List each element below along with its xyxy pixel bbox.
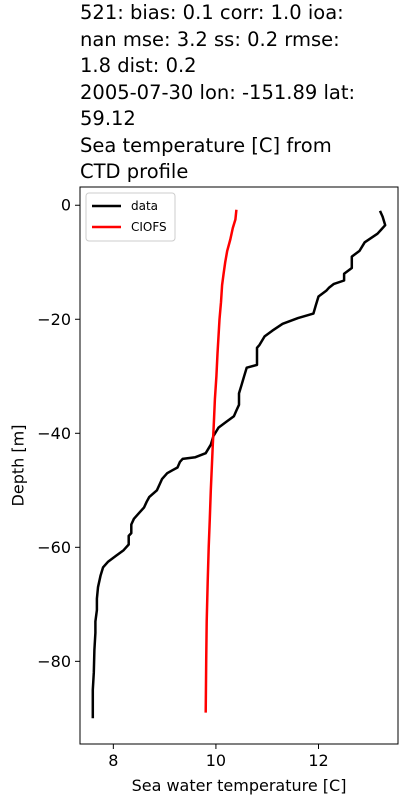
y-axis-ticks: 0 −20 −40 −60 −80 (37, 196, 80, 671)
series-lines (91, 209, 387, 719)
chart-title: 521: bias: 0.1 corr: 1.0 ioa: nan mse: 3… (80, 1, 356, 183)
x-tick-label: 8 (108, 751, 118, 770)
y-tick-label: −40 (37, 424, 71, 443)
x-axis-ticks: 8 10 12 (108, 744, 329, 770)
y-tick-label: −60 (37, 538, 71, 557)
x-tick-label: 10 (206, 751, 226, 770)
y-tick-label: −80 (37, 652, 71, 671)
legend: data CIOFS (85, 192, 176, 242)
legend-label-ciofs: CIOFS (131, 220, 167, 234)
y-tick-label: −20 (37, 310, 71, 329)
y-axis-label: Depth [m] (9, 425, 28, 507)
plot-frame (79, 186, 399, 745)
x-tick-label: 12 (308, 751, 328, 770)
legend-label-data: data (131, 199, 158, 213)
x-axis-label: Sea water temperature [C] (132, 776, 347, 795)
series-line-data (91, 210, 387, 719)
series-line-ciofs (204, 209, 238, 713)
y-tick-label: 0 (61, 196, 71, 215)
